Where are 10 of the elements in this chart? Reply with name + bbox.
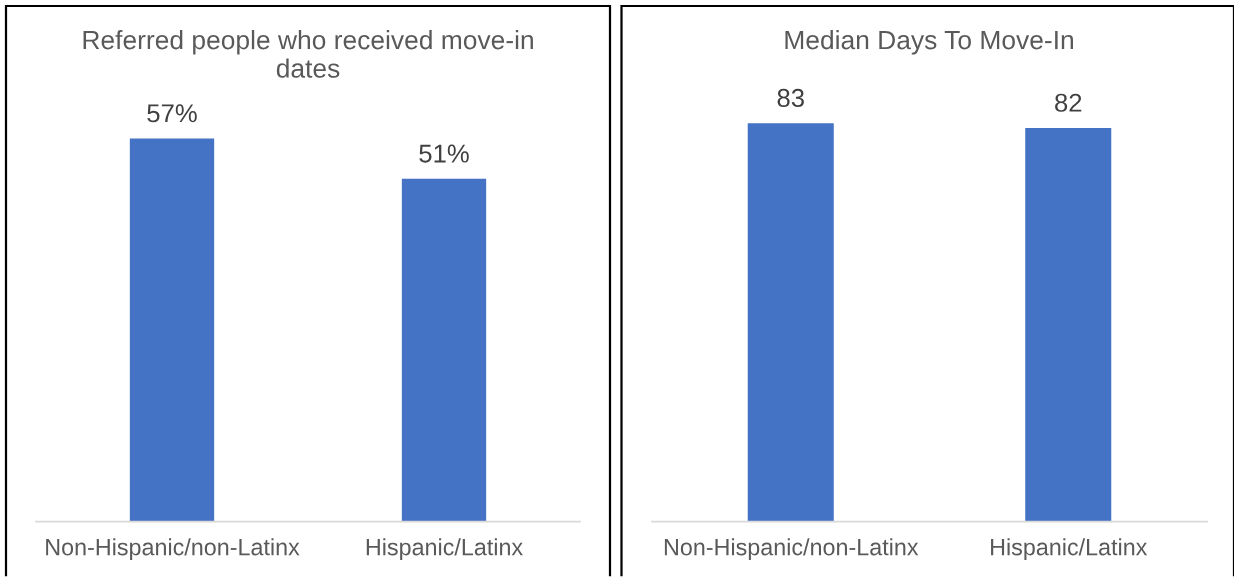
data-label: 82 [1055, 93, 1082, 112]
chart-title: Median Days To Move-In [785, 30, 1073, 55]
chart-title: Referred people who received move-in dates [83, 30, 533, 78]
data-label: 57% [147, 104, 197, 123]
data-label: 83 [777, 88, 804, 108]
x-tick-label: Non-Hispanic/non-Latinx [46, 538, 300, 561]
x-tick-label: Non-Hispanic/non-Latinx [664, 538, 919, 561]
x-tick-label: Hispanic/Latinx [991, 538, 1148, 561]
data-label: 51% [419, 144, 469, 163]
x-tick-label: Hispanic/Latinx [366, 538, 523, 561]
